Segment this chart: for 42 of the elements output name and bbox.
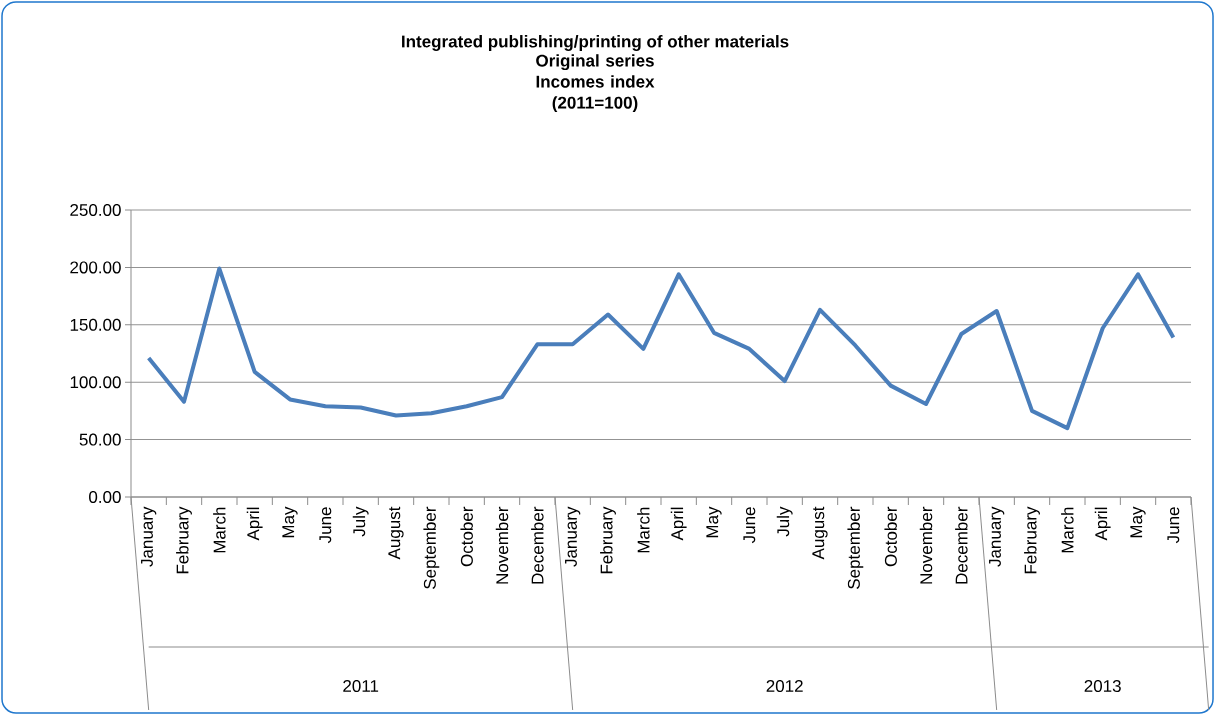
x-tick-label: May: [282, 506, 298, 538]
y-tick-label: 0.00: [89, 490, 121, 504]
text: 2011: [343, 679, 379, 693]
x-tick-label: July: [352, 506, 369, 537]
x-tick-label: March: [1061, 507, 1074, 553]
x-tick-label: June: [743, 507, 756, 544]
x-tick-label: March: [637, 507, 650, 553]
x-tick-label: April: [670, 507, 687, 541]
x-tick-label: September: [423, 506, 440, 589]
line-series: [146, 266, 1176, 431]
x-tick-label: November: [495, 506, 509, 584]
x-tick-label: October: [884, 506, 897, 567]
y-tick-label: 100.00: [70, 376, 121, 389]
x-tick-label: February: [600, 506, 616, 574]
x-tick-label: August: [388, 506, 404, 560]
y-tick-label: 50.00: [79, 433, 121, 446]
x-tick-label: August: [812, 506, 828, 560]
text: 2013: [1084, 679, 1121, 693]
x-tick-label: June: [319, 507, 332, 544]
chart-subtitle: Original series Incomes index (2011=100): [536, 54, 655, 113]
x-tick-label: April: [1094, 507, 1111, 541]
y-tick-label: 200.00: [70, 261, 121, 274]
x-tick-label: December: [955, 506, 968, 584]
x-tick-label: October: [460, 506, 473, 567]
x-tick-label: March: [213, 507, 226, 553]
x-tick-label: September: [847, 506, 864, 589]
x-tick-label: July: [776, 506, 793, 537]
x-tick-label: December: [531, 506, 544, 584]
text: 2012: [766, 679, 803, 693]
chart-title: Integrated publishing/printing of other materials: [402, 35, 789, 51]
x-tick-label: May: [706, 506, 722, 538]
x-tick-label: January: [989, 506, 1005, 567]
x-tick-label: January: [565, 506, 581, 567]
x-tick-label: February: [1024, 506, 1040, 574]
x-tick-label: January: [141, 506, 157, 567]
x-tick-label: February: [176, 506, 192, 574]
x-tick-label: May: [1130, 506, 1146, 538]
y-tick-label: 250.00: [70, 203, 121, 217]
x-tick-label: November: [919, 506, 933, 584]
x-tick-label: April: [246, 507, 263, 541]
x-tick-label: June: [1167, 507, 1180, 544]
y-tick-label: 150.00: [70, 318, 121, 331]
